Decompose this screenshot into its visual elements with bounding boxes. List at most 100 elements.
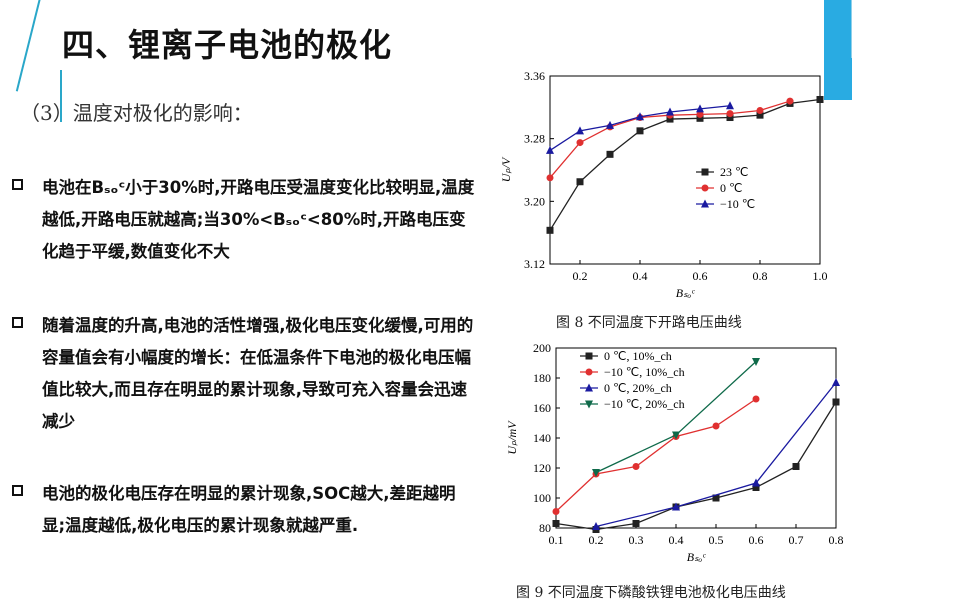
y-tick-label: 200 <box>533 341 551 355</box>
x-tick-label: 0.6 <box>749 533 764 547</box>
y-axis-label: Uₚ/mV <box>505 420 519 455</box>
data-point <box>632 520 640 527</box>
legend-marker <box>585 383 593 392</box>
data-point <box>756 111 764 119</box>
data-point <box>552 520 560 527</box>
x-tick-label: 0.5 <box>709 533 724 547</box>
y-tick-label: 140 <box>533 431 551 445</box>
bullet-text-2: 随着温度的升高,电池的活性增强,极化电压变化缓慢,可用的容量值会有小幅度的增长：… <box>42 316 474 431</box>
legend-marker <box>701 168 709 176</box>
bullet-item-1: 电池在Bₛₒᶜ小于30%时,开路电压受温度变化比较明显,温度越低,开路电压就越高… <box>12 172 477 268</box>
plot-frame <box>549 75 821 265</box>
series-line <box>549 98 821 231</box>
data-point <box>726 101 734 110</box>
x-tick-label: 0.3 <box>629 533 644 547</box>
slide-subtitle: （3）温度对极化的影响： <box>20 101 253 125</box>
series-line <box>595 382 837 528</box>
y-tick-label: 3.36 <box>524 69 545 83</box>
x-axis-label: Bₛₒᶜ <box>687 550 706 564</box>
data-point <box>752 395 760 403</box>
data-point <box>712 422 720 430</box>
data-point <box>546 145 554 154</box>
data-point <box>726 110 734 118</box>
y-tick-label: 3.28 <box>524 132 545 146</box>
data-point <box>632 463 640 470</box>
data-point <box>696 104 704 113</box>
y-tick-label: 80 <box>539 521 551 535</box>
y-axis-label: Uₚ/V <box>499 156 513 182</box>
legend-marker <box>701 184 709 192</box>
y-tick-label: 180 <box>533 371 551 385</box>
square-bullet-icon <box>12 485 23 496</box>
x-tick-label: 0.7 <box>789 533 804 547</box>
legend-marker <box>585 352 593 360</box>
figure-9-caption: 图 9 不同温度下磷酸铁锂电池极化电压曲线 <box>516 585 786 601</box>
data-point <box>546 174 554 182</box>
x-tick-label: 0.4 <box>633 269 648 283</box>
square-bullet-icon <box>12 179 23 190</box>
data-point <box>606 120 614 129</box>
data-point <box>606 150 614 158</box>
legend-label: −10 ℃, 20%_ch <box>604 397 685 411</box>
data-point <box>666 107 674 116</box>
x-tick-label: 0.8 <box>753 269 768 283</box>
data-point <box>576 178 584 186</box>
polarization-voltage-chart: 0.1 0.2 0.3 0.4 0.5 0.6 0.7 0.8 80 100 120 140 160 18… <box>505 341 844 564</box>
legend-marker <box>585 400 593 409</box>
legend-marker <box>701 199 709 208</box>
data-point <box>832 398 840 406</box>
data-point <box>636 112 644 121</box>
decorative-vertical-line <box>60 70 62 122</box>
data-point <box>576 126 584 135</box>
legend-label: 0 ℃, 10%_ch <box>604 349 672 363</box>
x-tick-label: 0.4 <box>669 533 684 547</box>
series-line <box>555 401 837 531</box>
y-tick-label: 3.12 <box>524 257 545 271</box>
bullet-text-3: 电池的极化电压存在明显的累计现象,SOC越大,差距越明显;温度越低,极化电压的累… <box>42 484 456 535</box>
legend-label: −10 ℃ <box>720 197 755 211</box>
data-point <box>592 469 600 477</box>
x-tick-label: 0.2 <box>589 533 604 547</box>
y-tick-label: 120 <box>533 461 551 475</box>
data-point <box>592 522 600 530</box>
x-tick-label: 0.6 <box>693 269 708 283</box>
data-point <box>696 114 704 122</box>
ocv-temperature-chart: 0.2 0.4 0.6 0.8 1.0 3.12 3.20 3.28 3.36 Bₛₒᶜ Uₚ/V 2… <box>499 69 828 300</box>
data-point <box>816 96 824 103</box>
square-bullet-icon <box>12 317 23 328</box>
data-point <box>552 508 560 515</box>
x-tick-label: 0.8 <box>829 533 844 547</box>
data-point <box>546 226 554 234</box>
bullet-item-2: 随着温度的升高,电池的活性增强,极化电压变化缓慢,可用的容量值会有小幅度的增长：… <box>12 310 477 438</box>
data-point <box>756 106 764 114</box>
figure-8-caption: 图 8 不同温度下开路电压曲线 <box>556 315 742 331</box>
y-tick-label: 100 <box>533 491 551 505</box>
data-point <box>666 115 674 123</box>
y-tick-label: 160 <box>533 401 551 415</box>
legend-label: 23 ℃ <box>720 165 748 179</box>
data-point <box>636 127 644 135</box>
data-point <box>712 494 720 502</box>
x-tick-label: 0.2 <box>573 269 588 283</box>
data-point <box>726 114 734 122</box>
bullet-text-1: 电池在Bₛₒᶜ小于30%时,开路电压受温度变化比较明显,温度越低,开路电压就越高… <box>42 178 475 261</box>
x-axis-label: Bₛₒᶜ <box>676 286 695 300</box>
data-point <box>672 502 680 511</box>
data-point <box>752 478 760 487</box>
legend-marker <box>585 368 593 376</box>
data-point <box>752 358 760 366</box>
legend-label: 0 ℃, 20%_ch <box>604 381 672 395</box>
decorative-slant-line <box>15 0 42 92</box>
bullet-item-3: 电池的极化电压存在明显的累计现象,SOC越大,差距越明显;温度越低,极化电压的累… <box>12 478 477 542</box>
series-line <box>555 398 757 512</box>
data-point <box>786 97 794 105</box>
x-tick-label: 0.1 <box>549 533 564 547</box>
corner-accent-line <box>851 0 852 58</box>
data-point <box>576 139 584 147</box>
data-point <box>832 378 840 386</box>
data-point <box>696 110 704 118</box>
legend-label: −10 ℃, 10%_ch <box>604 365 685 379</box>
corner-accent-block <box>824 0 852 100</box>
legend-label: 0 ℃ <box>720 181 742 195</box>
data-point <box>752 484 760 491</box>
